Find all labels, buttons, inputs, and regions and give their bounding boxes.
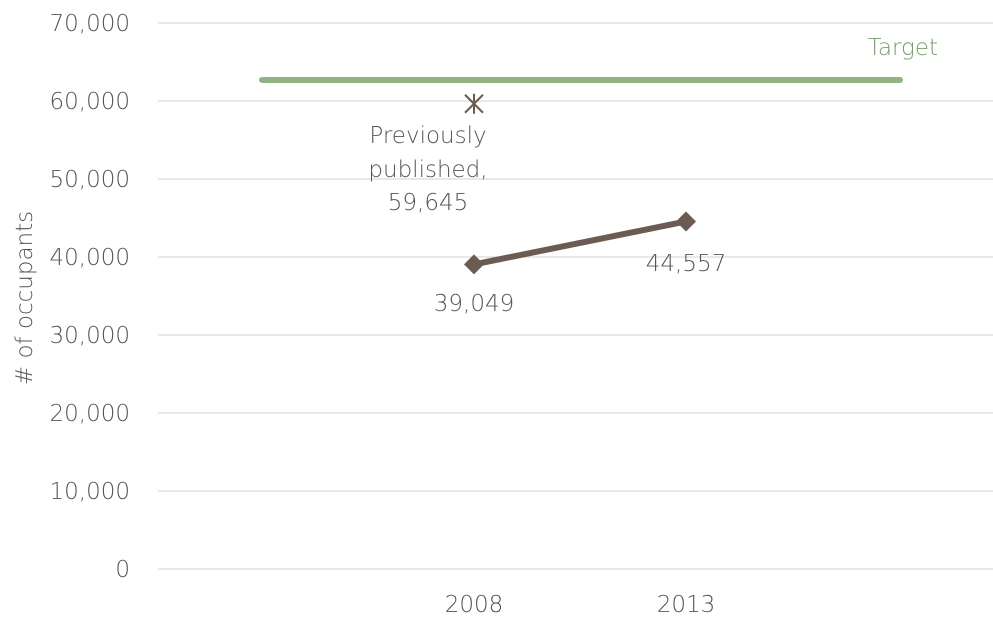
series-point <box>464 254 484 275</box>
previously-published-label: Previously <box>369 123 486 149</box>
previously-published-label: 59,645 <box>388 190 468 216</box>
y-tick-label: 70,000 <box>50 11 130 37</box>
y-tick-label: 60,000 <box>50 89 130 115</box>
y-tick-label: 50,000 <box>50 167 130 193</box>
previously-published-label: published, <box>368 157 487 183</box>
x-axis-tick-labels: 2008 2013 <box>445 592 716 617</box>
previously-published-group: Previously published, 59,645 <box>368 93 488 216</box>
x-tick-label: 2008 <box>445 592 504 617</box>
series-point <box>676 211 696 232</box>
data-label: 39,049 <box>434 291 514 317</box>
target-label: Target <box>868 35 938 61</box>
y-tick-label: 10,000 <box>50 479 130 505</box>
y-tick-label: 40,000 <box>50 245 130 271</box>
y-tick-label: 0 <box>115 557 130 583</box>
y-axis-title: # of occupants <box>12 211 38 385</box>
gridlines <box>158 22 993 570</box>
previously-published-marker <box>464 93 484 114</box>
y-tick-label: 20,000 <box>50 401 130 427</box>
target-group: Target <box>259 35 938 83</box>
series-line <box>473 218 687 268</box>
y-tick-label: 30,000 <box>50 323 130 349</box>
y-axis-tick-labels: 0 10,000 20,000 30,000 40,000 50,000 60,000 70,… <box>50 11 130 583</box>
x-tick-label: 2013 <box>657 592 716 617</box>
data-label: 44,557 <box>646 251 726 277</box>
series-group: 39,049 44,557 <box>434 211 726 317</box>
